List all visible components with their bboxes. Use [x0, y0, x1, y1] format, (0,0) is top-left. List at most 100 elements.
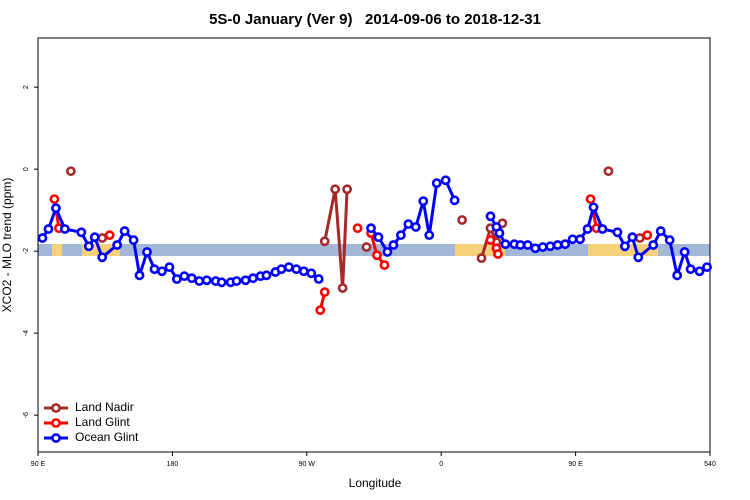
point: [449, 195, 460, 206]
point: [97, 233, 108, 243]
point: [261, 270, 272, 281]
y-axis-label: XCO2 - MLO trend (ppm): [0, 178, 14, 313]
point: [194, 276, 205, 286]
point: [642, 230, 653, 241]
y-tick-label: -6: [23, 412, 30, 418]
land-patch: [52, 244, 62, 256]
x-tick-label: 540: [704, 461, 716, 468]
point: [104, 230, 115, 241]
x-tick-label: 90 W: [299, 461, 316, 468]
point: [179, 271, 190, 282]
chart-title: 5S-0 January (Ver 9) 2014-09-06 to 2018-…: [209, 11, 541, 28]
y-tick-label: -2: [23, 248, 30, 254]
point: [530, 243, 541, 254]
legend-marker: [51, 418, 61, 428]
point: [128, 235, 139, 245]
point: [59, 224, 70, 234]
point: [672, 270, 683, 281]
point: [634, 233, 645, 243]
point: [457, 215, 468, 225]
point: [418, 196, 429, 207]
y-tick-label: 2: [23, 85, 30, 89]
x-tick-label: 0: [439, 461, 443, 468]
point: [134, 270, 145, 281]
point: [298, 266, 309, 277]
point: [330, 184, 341, 195]
point: [395, 230, 406, 241]
point: [43, 224, 54, 234]
point: [588, 202, 599, 213]
point: [648, 240, 659, 250]
point: [352, 223, 363, 234]
point: [410, 222, 421, 232]
point: [627, 232, 638, 243]
point: [201, 275, 212, 286]
point: [313, 274, 324, 284]
point: [403, 219, 414, 229]
legend-marker: [51, 403, 61, 413]
point: [493, 249, 503, 259]
y-tick-label: -4: [23, 330, 30, 336]
point: [440, 175, 451, 186]
point: [65, 166, 76, 177]
point: [560, 239, 571, 250]
point: [306, 268, 317, 279]
point: [142, 247, 152, 257]
point: [597, 224, 608, 234]
legend-label: Land Glint: [75, 415, 130, 429]
plot-frame: [37, 37, 711, 453]
point: [51, 203, 61, 214]
point: [476, 253, 487, 264]
point: [366, 223, 376, 234]
point: [603, 166, 614, 177]
point: [291, 264, 302, 275]
point: [633, 252, 644, 263]
point: [164, 262, 175, 273]
point: [545, 241, 556, 252]
point: [522, 240, 533, 250]
point: [494, 228, 505, 239]
point: [283, 262, 294, 273]
point: [342, 184, 353, 195]
point: [585, 194, 596, 204]
point: [694, 266, 705, 277]
point: [37, 233, 48, 243]
point: [276, 264, 287, 275]
point: [485, 211, 496, 222]
point: [89, 232, 100, 243]
legend-label: Ocean Glint: [75, 430, 139, 444]
point: [655, 226, 666, 236]
point: [575, 234, 585, 245]
point: [388, 240, 399, 250]
legend-marker: [51, 433, 61, 443]
point: [702, 262, 712, 273]
point: [319, 287, 330, 298]
point: [685, 264, 696, 275]
point: [552, 240, 563, 250]
point: [424, 230, 435, 241]
point: [382, 247, 393, 257]
point: [679, 247, 690, 257]
x-tick-label: 90 E: [31, 461, 46, 468]
point: [537, 242, 548, 252]
point: [485, 235, 496, 245]
point: [431, 178, 442, 189]
point: [500, 239, 511, 250]
point: [157, 266, 167, 277]
x-tick-label: 90 E: [568, 461, 583, 468]
point: [149, 264, 160, 275]
point: [119, 226, 130, 236]
y-tick-label: 0: [23, 167, 30, 171]
point: [216, 277, 227, 288]
point: [240, 275, 251, 286]
point: [337, 283, 348, 293]
point: [379, 260, 390, 270]
point: [83, 241, 94, 252]
point: [361, 242, 372, 252]
point: [171, 274, 182, 284]
point: [373, 232, 384, 243]
point: [97, 252, 108, 263]
legend-label: Land Nadir: [75, 400, 134, 414]
point: [515, 240, 526, 250]
